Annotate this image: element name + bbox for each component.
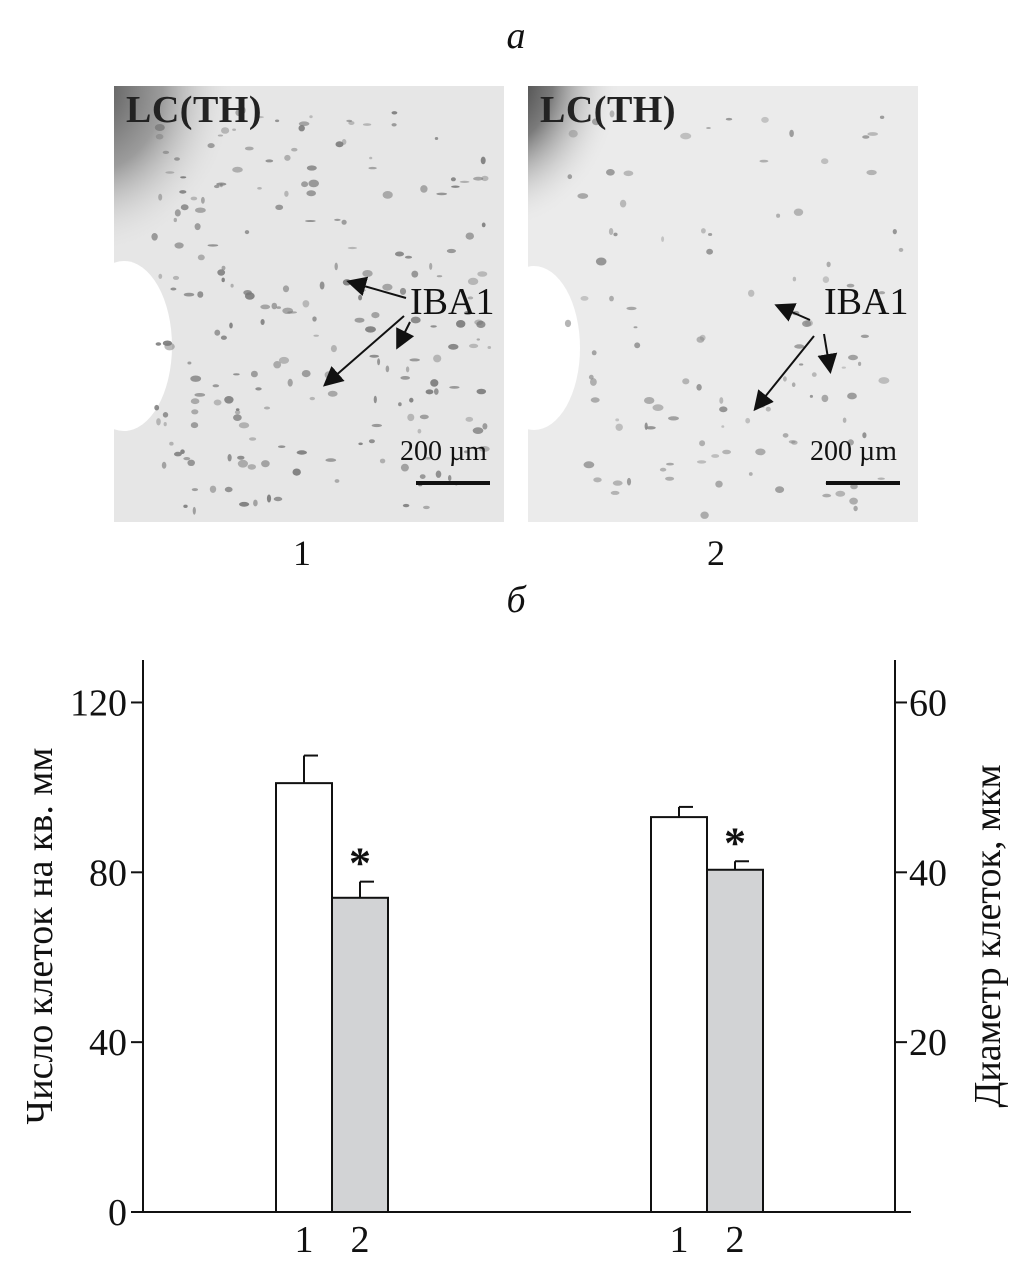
micrograph-1-arrows: [322, 276, 415, 387]
right-tick-label-2: 60: [909, 682, 947, 724]
chart-axes: [131, 660, 911, 1213]
significance-group1-2: *: [349, 839, 371, 888]
micrograph-2-image: [528, 86, 918, 522]
micrograph-2-scale-label: 200 µm: [810, 436, 897, 467]
micrograph-1-scale-label: 200 µm: [400, 436, 487, 467]
micrograph-1-number: 1: [293, 533, 311, 573]
chart-labels: 0 40 80 120 20 40 60 Число клеток на кв. мм Диам…: [19, 682, 1009, 1261]
chart-bars: [275, 754, 764, 1213]
left-tick-label-2: 80: [89, 852, 127, 894]
category-label-group1-1: 1: [295, 1219, 314, 1261]
micrograph-1-title: LC(TH): [126, 89, 262, 131]
micrograph-2-scale-bar: [826, 481, 900, 485]
bar-group1-2: [331, 896, 389, 1213]
category-label-group2-1: 1: [670, 1219, 689, 1261]
micrograph-2-number: 2: [707, 533, 725, 573]
right-tick-label-1: 40: [909, 852, 947, 894]
micrograph-1-scale-bar: [416, 481, 490, 485]
micrograph-2-marker-label: IBA1: [824, 281, 909, 323]
micrograph-2-title: LC(TH): [540, 89, 676, 131]
category-label-group2-2: 2: [726, 1219, 745, 1261]
micrograph-2: LC(TH) IBA1 200 µm: [528, 86, 918, 522]
bar-group1-1: [275, 782, 333, 1213]
category-label-group1-2: 2: [351, 1219, 370, 1261]
micrograph-1: LC(TH) IBA1 200 µm: [114, 86, 504, 522]
bar-chart: 0 40 80 120 20 40 60 Число клеток на кв. мм Диам…: [19, 660, 1009, 1261]
left-tick-label-1: 40: [89, 1022, 127, 1064]
micrograph-1-image: [114, 86, 504, 522]
panel-b-label: б: [506, 579, 526, 621]
y-axis-left-title: Число клеток на кв. мм: [19, 748, 61, 1125]
left-tick-label-3: 120: [70, 682, 127, 724]
bar-group2-1: [650, 816, 708, 1213]
right-tick-label-0: 20: [909, 1022, 947, 1064]
left-tick-label-0: 0: [108, 1192, 127, 1234]
bar-group2-2: [706, 868, 764, 1213]
micrograph-2-arrows: [753, 303, 838, 412]
micrograph-1-marker-label: IBA1: [410, 281, 495, 323]
panel-a-label: а: [506, 15, 526, 57]
y-axis-right-title: Диаметр клеток, мкм: [967, 764, 1009, 1107]
significance-group2-2: *: [724, 818, 746, 867]
